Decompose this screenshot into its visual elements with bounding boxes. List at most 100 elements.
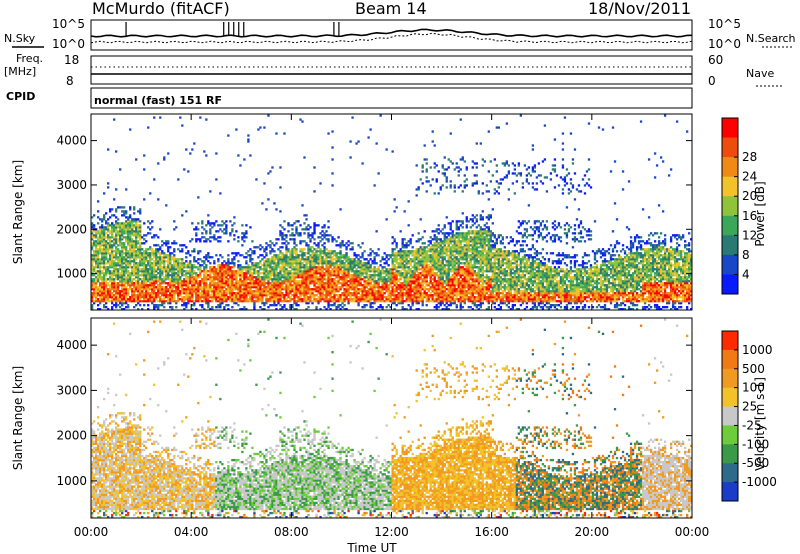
power-cell-1996 [221,286,224,289]
power-cell-3183 [311,282,314,285]
power-cell-546 [119,254,122,257]
power-cell-3100 [305,268,308,271]
power-cell-3240 [315,306,318,309]
power-cell-67 [93,226,96,229]
power-cell-3168 [309,254,312,257]
power-cell-4416 [409,288,412,291]
power-cell-2803 [285,260,288,263]
power-cell-4636 [423,242,426,245]
power-cell-965 [141,308,144,311]
power-cell-3778 [355,300,358,303]
power-cell-3535 [335,294,338,297]
power-cell-674 [125,248,128,251]
power-cell-1177 [155,294,158,297]
power-cell-2963 [295,232,298,235]
power-cell-826 [133,258,136,261]
power-cell-3076 [303,240,306,243]
power-cell-522 [117,218,120,221]
power-cell-289 [105,232,108,235]
power-cell-4530 [417,278,420,281]
power-cell-4598 [421,258,424,261]
power-cell-4723 [429,166,432,169]
power-cell-688 [125,210,128,213]
power-cell-3877 [363,288,366,291]
power-cell-341 [109,276,112,279]
power-cell-3172 [309,240,312,243]
power-cell-4388 [407,286,410,289]
power-cell-237 [103,258,106,261]
power-cell-4542 [417,252,420,255]
power-cell-4780 [433,248,436,251]
power-cell-847 [135,300,138,303]
power-cell-26 [91,246,94,249]
power-cell-2114 [231,292,234,295]
power-cell-2510 [265,286,268,289]
power-cell-2862 [289,262,292,265]
power-cell-2983 [297,268,300,271]
power-cell-2512 [265,278,268,281]
power-cell-4707 [429,272,432,275]
power-cell-3137 [307,252,310,255]
power-cell-1522 [181,260,184,263]
power-cell-3173 [309,238,312,241]
power-cell-4343 [403,256,406,259]
power-cell-3134 [307,260,310,263]
power-cell-4880 [439,276,442,279]
power-cell-1078 [147,226,150,229]
power-cell-4578 [421,302,424,305]
power-cell-1614 [189,264,192,267]
power-cell-324 [107,226,110,229]
power-cell-517 [117,232,120,235]
power-cell-1285 [163,298,166,301]
power-cell-441 [113,118,116,121]
power-cell-4491 [415,294,418,297]
power-cell-695 [127,292,130,295]
power-cell-3895 [365,296,368,299]
power-cell-1527 [181,214,184,217]
power-cell-838 [133,230,136,233]
power-cell-1656 [193,276,196,279]
power-cell-561 [119,206,122,209]
power-cell-1141 [153,306,156,309]
power-cell-4365 [405,274,408,277]
power-cell-397 [111,236,114,239]
power-cell-1288 [163,292,166,295]
power-cell-3442 [327,234,330,237]
power-cell-4115 [385,262,388,265]
power-cell-1193 [155,254,158,257]
power-cell-169 [99,240,102,243]
power-cell-1797 [205,274,208,277]
power-cell-1506 [181,298,184,301]
power-cell-3968 [371,284,374,287]
power-cell-2547 [267,262,270,265]
power-cell-4753 [431,140,434,143]
power-cell-3290 [317,246,320,249]
power-cell-339 [109,280,112,283]
power-cell-3261 [315,252,318,255]
power-cell-4652 [425,274,428,277]
power-cell-4766 [433,278,436,281]
power-cell-2268 [243,236,246,239]
noise-tick-low-left: 10^0 [52,37,85,51]
power-cell-2967 [295,220,298,223]
power-cell-3798 [355,256,358,259]
power-cell-660 [125,278,128,281]
power-cell-2391 [255,298,258,301]
power-cell-3799 [355,254,358,257]
power-cell-1726 [199,274,202,277]
power-cell-524 [119,306,122,309]
power-cell-1341 [167,276,170,279]
power-cell-2073 [227,280,230,283]
power-cell-2697 [279,292,282,295]
power-cell-3409 [325,248,328,251]
power-cell-4893 [439,248,442,251]
power-cell-2318 [247,138,250,141]
power-cell-2592 [271,282,274,285]
power-cell-3540 [335,282,338,285]
power-cell-322 [107,230,110,233]
power-cell-6 [91,294,94,297]
power-cell-2996 [299,296,302,299]
power-cell-122 [97,260,100,263]
power-cell-1482 [177,248,180,251]
power-cell-2978 [297,280,300,283]
